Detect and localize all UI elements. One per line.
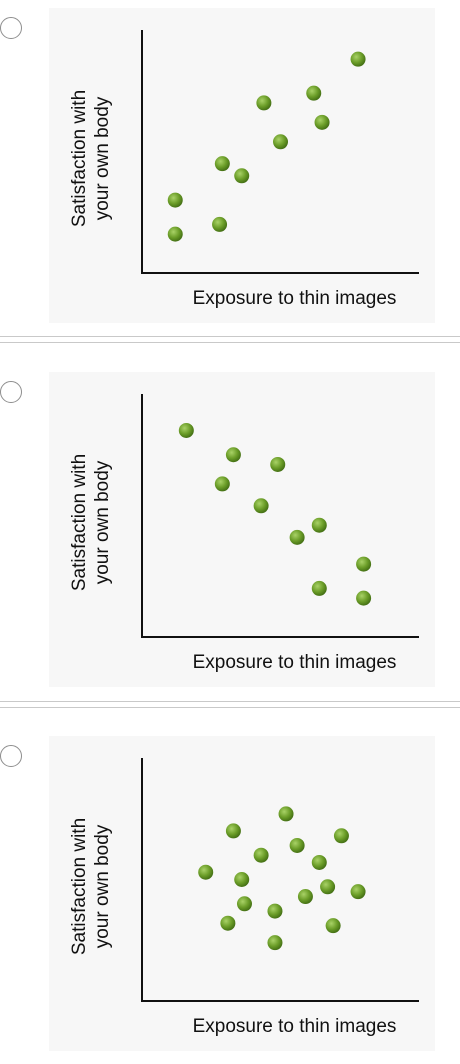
scatter-point: [256, 95, 272, 111]
scatter-point: [356, 556, 372, 572]
scatter-plot-2: Exposure to thin images Satisfaction with…: [69, 394, 419, 673]
scatter-point: [297, 889, 313, 905]
scatter-point: [311, 580, 327, 596]
radio-button-option-1[interactable]: [0, 17, 22, 39]
y-axis-label: Satisfaction with your own body: [69, 818, 113, 955]
scatter-chart-1: Exposure to thin images Satisfaction with…: [49, 8, 435, 323]
scatter-point: [167, 192, 183, 208]
scatter-point: [253, 498, 269, 514]
scatter-point: [325, 918, 341, 934]
option-divider: [0, 336, 460, 343]
answer-option-3[interactable]: Exposure to thin images Satisfaction with…: [0, 708, 460, 1064]
scatter-point: [278, 806, 294, 822]
x-axis-label: Exposure to thin images: [193, 288, 397, 309]
scatter-point: [306, 85, 322, 101]
scatter-point: [253, 847, 269, 863]
scatter-point: [214, 476, 230, 492]
scatter-point: [267, 935, 283, 951]
answer-option-1[interactable]: Exposure to thin images Satisfaction with…: [0, 0, 460, 336]
x-axis-label: Exposure to thin images: [193, 1016, 397, 1037]
scatter-point: [236, 896, 252, 912]
radio-button-option-3[interactable]: [0, 745, 22, 767]
y-axis-label: Satisfaction with your own body: [69, 454, 113, 591]
radio-button-option-2[interactable]: [0, 381, 22, 403]
scatter-chart-3: Exposure to thin images Satisfaction with…: [49, 736, 435, 1051]
scatter-point: [350, 51, 366, 67]
scatter-point: [267, 903, 283, 919]
scatter-plot-3: Exposure to thin images Satisfaction with…: [69, 758, 419, 1037]
option-divider: [0, 701, 460, 708]
scatter-chart-2: Exposure to thin images Satisfaction with…: [49, 372, 435, 687]
scatter-point: [220, 915, 236, 931]
scatter-point: [225, 823, 241, 839]
scatter-point: [273, 134, 288, 150]
scatter-point: [214, 156, 230, 172]
scatter-point: [350, 884, 366, 900]
scatter-point: [311, 854, 327, 870]
x-axis-label: Exposure to thin images: [193, 652, 397, 673]
scatter-point: [311, 517, 327, 533]
scatter-point: [234, 168, 250, 184]
scatter-point: [212, 216, 228, 232]
scatter-point: [314, 114, 330, 130]
scatter-point: [234, 872, 250, 887]
scatter-point: [356, 590, 372, 606]
scatter-point: [333, 828, 349, 844]
scatter-point: [320, 879, 336, 895]
scatter-point: [198, 864, 214, 880]
scatter-point: [225, 447, 241, 463]
scatter-point: [270, 456, 286, 472]
scatter-point: [167, 226, 183, 242]
y-axis-label: Satisfaction with your own body: [69, 90, 113, 227]
scatter-plot-1: Exposure to thin images Satisfaction with…: [69, 30, 419, 309]
answer-option-2[interactable]: Exposure to thin images Satisfaction with…: [0, 343, 460, 701]
scatter-point: [178, 422, 194, 438]
scatter-point: [289, 529, 305, 545]
scatter-point: [289, 837, 305, 853]
